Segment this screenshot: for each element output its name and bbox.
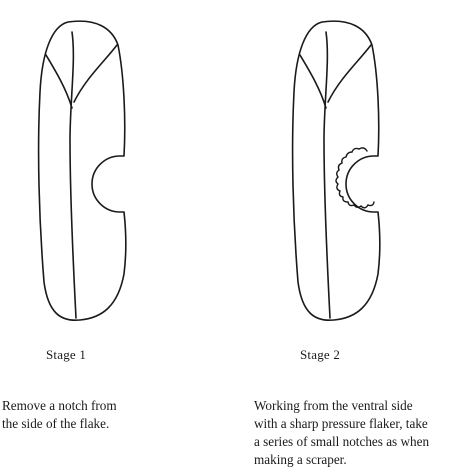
stage1-label: Stage 1: [46, 347, 87, 362]
stage2-flake-ridge: [323, 31, 331, 319]
stage2-label: Stage 2: [300, 347, 341, 362]
stage1-flake-left-arc: [45, 54, 73, 109]
stage2-caption-line: with a sharp pressure flaker, take: [254, 416, 428, 431]
stage2-caption-line: a series of small notches as when: [254, 434, 430, 449]
stage1-flake: [37, 20, 127, 322]
stage1-caption-line: the side of the flake.: [2, 416, 110, 431]
stage2-small-notches: [335, 147, 375, 209]
stage2-caption-line: Working from the ventral side: [254, 398, 413, 413]
stage2-flake-right-arc: [327, 44, 372, 103]
stage2-caption-line: making a scraper.: [254, 452, 347, 467]
stage1-flake-right-arc: [73, 44, 118, 103]
stage1-caption-line: Remove a notch from: [2, 398, 117, 413]
stage1-flake-outline: [37, 20, 127, 322]
stage2-caption: Working from the ventral side with a sha…: [254, 397, 429, 469]
stage2-flake-left-arc: [299, 54, 327, 109]
stage2-flake: [291, 20, 381, 322]
stage1-flake-ridge: [69, 31, 77, 319]
stage2-flake-outline: [291, 20, 381, 322]
stage1-caption: Remove a notch from the side of the flak…: [2, 397, 117, 433]
